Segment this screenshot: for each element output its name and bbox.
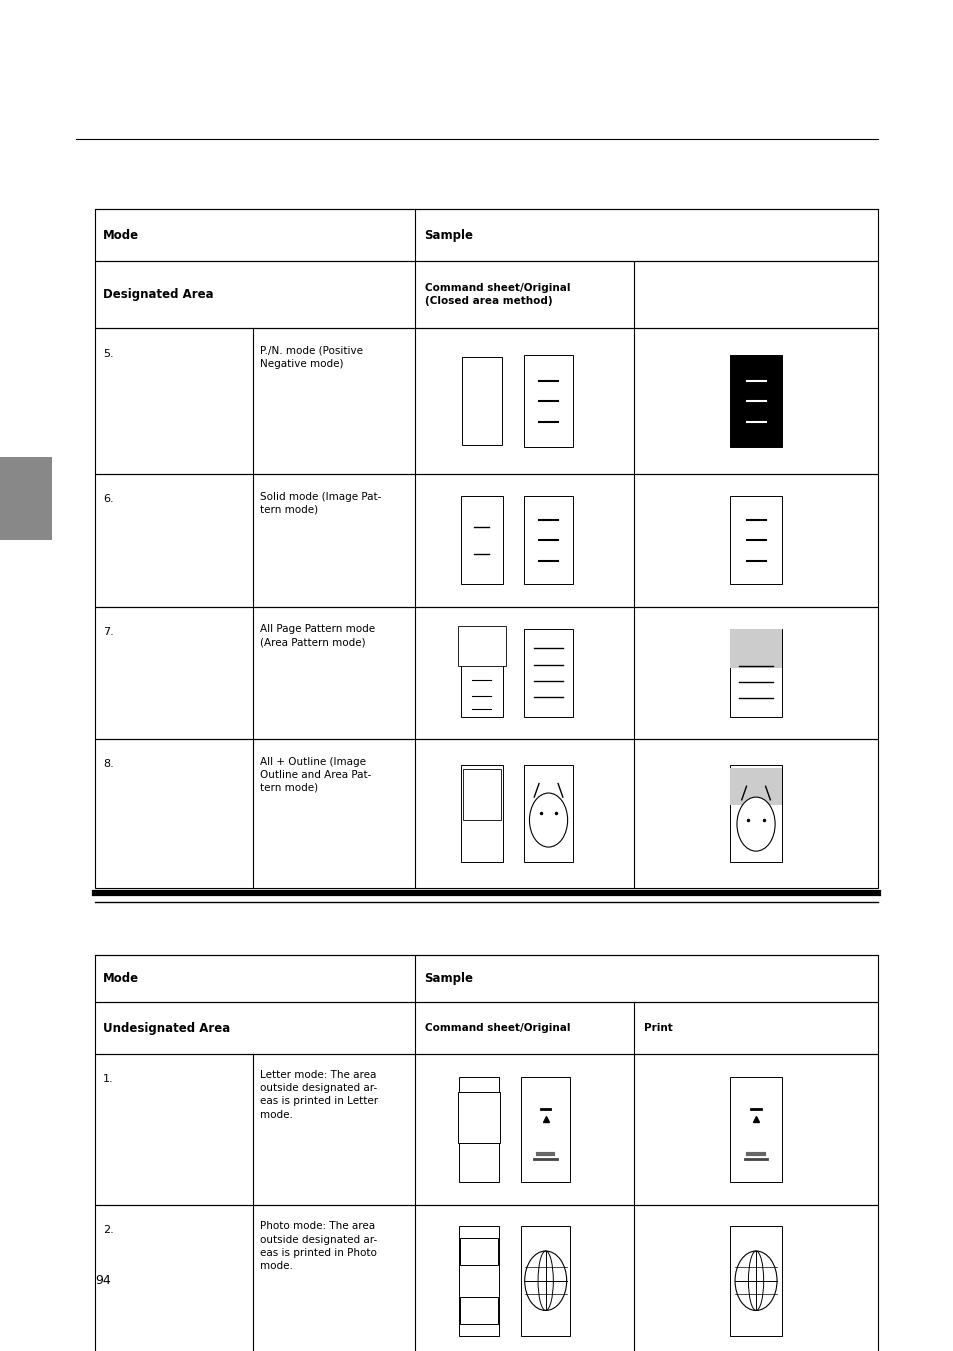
Bar xyxy=(729,497,781,585)
Bar xyxy=(729,1077,781,1182)
Bar xyxy=(729,767,781,805)
Text: 2.: 2. xyxy=(103,1225,113,1235)
Bar xyxy=(95,739,877,888)
Text: P./N. mode (Positive
Negative mode): P./N. mode (Positive Negative mode) xyxy=(260,346,363,369)
Bar xyxy=(729,630,781,669)
Circle shape xyxy=(736,797,774,851)
Bar xyxy=(523,355,573,447)
Bar xyxy=(95,209,877,261)
Bar xyxy=(95,955,877,1002)
Text: Designated Area: Designated Area xyxy=(103,288,213,301)
Text: Sample: Sample xyxy=(424,228,473,242)
Bar xyxy=(729,765,781,862)
Text: 6.: 6. xyxy=(103,494,113,504)
Bar xyxy=(0,457,52,540)
Bar xyxy=(95,1002,877,1054)
Bar xyxy=(95,328,877,474)
Text: All Page Pattern mode
(Area Pattern mode): All Page Pattern mode (Area Pattern mode… xyxy=(260,624,375,647)
Circle shape xyxy=(734,1251,776,1310)
Bar xyxy=(459,1297,497,1324)
Text: Photo mode: The area
outside designated ar-
eas is printed in Photo
mode.: Photo mode: The area outside designated … xyxy=(260,1221,377,1271)
Bar xyxy=(520,1225,570,1336)
Text: Mode: Mode xyxy=(103,973,139,985)
Text: Letter mode: The area
outside designated ar-
eas is printed in Letter
mode.: Letter mode: The area outside designated… xyxy=(260,1070,378,1120)
Text: Undesignated Area: Undesignated Area xyxy=(103,1021,230,1035)
Bar xyxy=(729,1225,781,1336)
Bar xyxy=(461,358,501,446)
Circle shape xyxy=(529,793,567,847)
Bar xyxy=(729,355,781,447)
Bar xyxy=(457,626,505,666)
Bar xyxy=(462,769,500,820)
Bar xyxy=(95,1054,877,1205)
Bar xyxy=(457,1092,499,1143)
Bar xyxy=(520,1077,570,1182)
Text: 5.: 5. xyxy=(103,349,113,358)
Bar xyxy=(460,497,502,585)
Bar xyxy=(523,765,573,862)
Bar xyxy=(95,474,877,607)
Text: Print: Print xyxy=(643,1023,672,1034)
Text: Solid mode (Image Pat-
tern mode): Solid mode (Image Pat- tern mode) xyxy=(260,492,381,515)
Bar xyxy=(95,1205,877,1351)
Text: Command sheet/Original
(Closed area method): Command sheet/Original (Closed area meth… xyxy=(424,284,570,305)
Bar xyxy=(459,1238,497,1265)
Text: Mode: Mode xyxy=(103,228,139,242)
Bar xyxy=(95,261,877,328)
Circle shape xyxy=(524,1251,566,1310)
Text: 7.: 7. xyxy=(103,627,113,636)
Bar xyxy=(460,630,502,716)
Bar xyxy=(729,630,781,716)
Text: All + Outline (Image
Outline and Area Pat-
tern mode): All + Outline (Image Outline and Area Pa… xyxy=(260,757,372,793)
Text: 94: 94 xyxy=(95,1274,112,1288)
Bar xyxy=(460,765,502,862)
Text: 1.: 1. xyxy=(103,1074,113,1084)
Bar xyxy=(95,607,877,739)
Bar xyxy=(523,497,573,585)
Text: Command sheet/Original: Command sheet/Original xyxy=(424,1023,570,1034)
Bar xyxy=(523,630,573,716)
Bar xyxy=(458,1225,498,1336)
Text: 8.: 8. xyxy=(103,759,113,769)
Text: Sample: Sample xyxy=(424,973,473,985)
Bar xyxy=(458,1077,498,1182)
